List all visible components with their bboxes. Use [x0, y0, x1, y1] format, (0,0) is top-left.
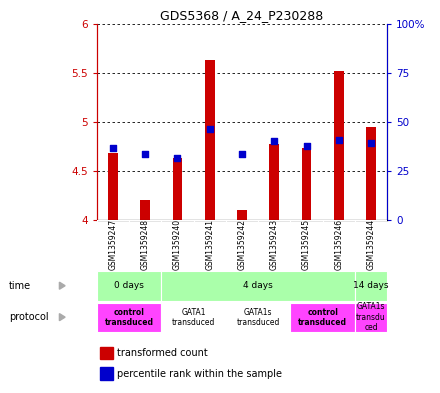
Point [303, 143, 310, 149]
Text: GSM1359246: GSM1359246 [334, 219, 343, 270]
Point [174, 155, 181, 162]
Bar [161, 303, 226, 332]
Bar [334, 71, 344, 220]
Title: GDS5368 / A_24_P230288: GDS5368 / A_24_P230288 [160, 9, 324, 22]
Text: transformed count: transformed count [117, 348, 208, 358]
Bar [172, 158, 182, 220]
Bar [161, 271, 355, 301]
Point [271, 138, 278, 145]
Text: protocol: protocol [9, 312, 48, 322]
Bar [290, 303, 355, 332]
Bar [237, 210, 247, 220]
Point [367, 140, 374, 147]
Point [238, 151, 246, 158]
Point [335, 136, 342, 143]
Bar [100, 367, 113, 380]
Text: 0 days: 0 days [114, 281, 144, 290]
Text: GSM1359248: GSM1359248 [141, 219, 150, 270]
Bar [108, 153, 118, 220]
Bar [226, 303, 290, 332]
Bar [366, 127, 376, 220]
Text: GATA1s
transdu
ced: GATA1s transdu ced [356, 303, 386, 332]
Text: GSM1359247: GSM1359247 [108, 219, 117, 270]
Text: GSM1359245: GSM1359245 [302, 219, 311, 270]
Text: control
transduced: control transduced [298, 308, 347, 327]
Text: GSM1359244: GSM1359244 [367, 219, 376, 270]
Point [206, 126, 213, 132]
Text: GSM1359240: GSM1359240 [173, 219, 182, 270]
Point [110, 145, 117, 151]
Bar [97, 303, 161, 332]
Text: 14 days: 14 days [353, 281, 389, 290]
Point [142, 151, 149, 158]
Text: time: time [9, 281, 31, 291]
Text: GATA1s
transduced: GATA1s transduced [236, 308, 280, 327]
Text: 4 days: 4 days [243, 281, 273, 290]
Bar [100, 347, 113, 360]
Text: GATA1
transduced: GATA1 transduced [172, 308, 215, 327]
Bar [97, 271, 161, 301]
Bar [355, 303, 387, 332]
Text: control
transduced: control transduced [105, 308, 154, 327]
Text: percentile rank within the sample: percentile rank within the sample [117, 369, 282, 379]
Text: GSM1359242: GSM1359242 [238, 219, 246, 270]
Bar [269, 145, 279, 220]
Bar [302, 148, 312, 220]
Text: GSM1359241: GSM1359241 [205, 219, 214, 270]
Text: GSM1359243: GSM1359243 [270, 219, 279, 270]
Bar [140, 200, 150, 220]
Bar [205, 60, 215, 220]
Bar [355, 271, 387, 301]
